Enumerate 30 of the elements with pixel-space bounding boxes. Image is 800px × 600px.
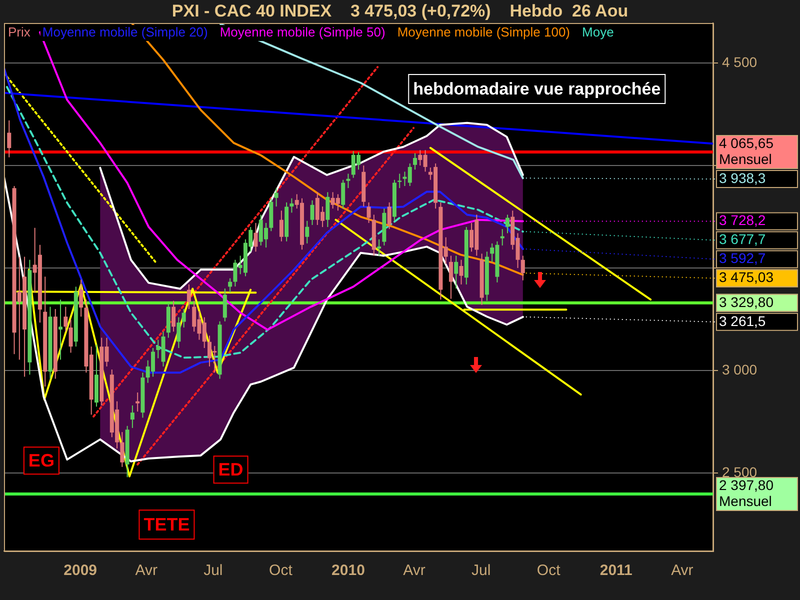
x-tick-label: Oct [269,562,294,580]
text: Prix [8,24,31,40]
data-label: 3 938,3 [719,170,766,186]
x-tick-label: Jul [204,562,223,580]
text: 3 475,03 [719,269,774,286]
annotation: 3 261,5 [719,312,766,329]
data-label: 3 677,7 [719,231,766,248]
x-tick-label: Avr [135,562,158,580]
data-label: 3 592,7 [719,250,766,266]
data-label: 3 728,2 [719,212,766,228]
text: Moyenne mobile (Simple 100) [397,24,570,40]
x-tick-label: 2009 [64,562,98,580]
annotation: ED [218,460,244,480]
x-tick-label: 2011 [600,562,632,580]
x-tick-label: Avr [671,562,694,580]
ref-line-label: 3 329,80 [719,294,774,310]
text: Moyenne mobile (Simple 20) [42,24,208,40]
x-tick-label: Avr [403,562,426,580]
x-tick-label: Oct [536,562,562,580]
annotation: hebdomadaire vue rapprochée [413,80,661,99]
ref-line-label: 4 065,65 Mensuel [719,134,774,167]
y-tick-label: 3 000 [722,361,758,378]
y-tick-label: 4 500 [722,54,758,70]
annotation: TETE [144,514,190,535]
x-tick-label: 2010 [332,562,365,580]
text: Moyenne mobile (Simple 50) [220,24,386,40]
chart-title: PXI - CAC 40 INDEX 3 475,03 (+0,72%) Hebdo 26 Aou [172,2,628,21]
annotation: EG [28,450,54,471]
x-tick-label: Jul [471,562,491,580]
text: Moye [582,24,614,40]
